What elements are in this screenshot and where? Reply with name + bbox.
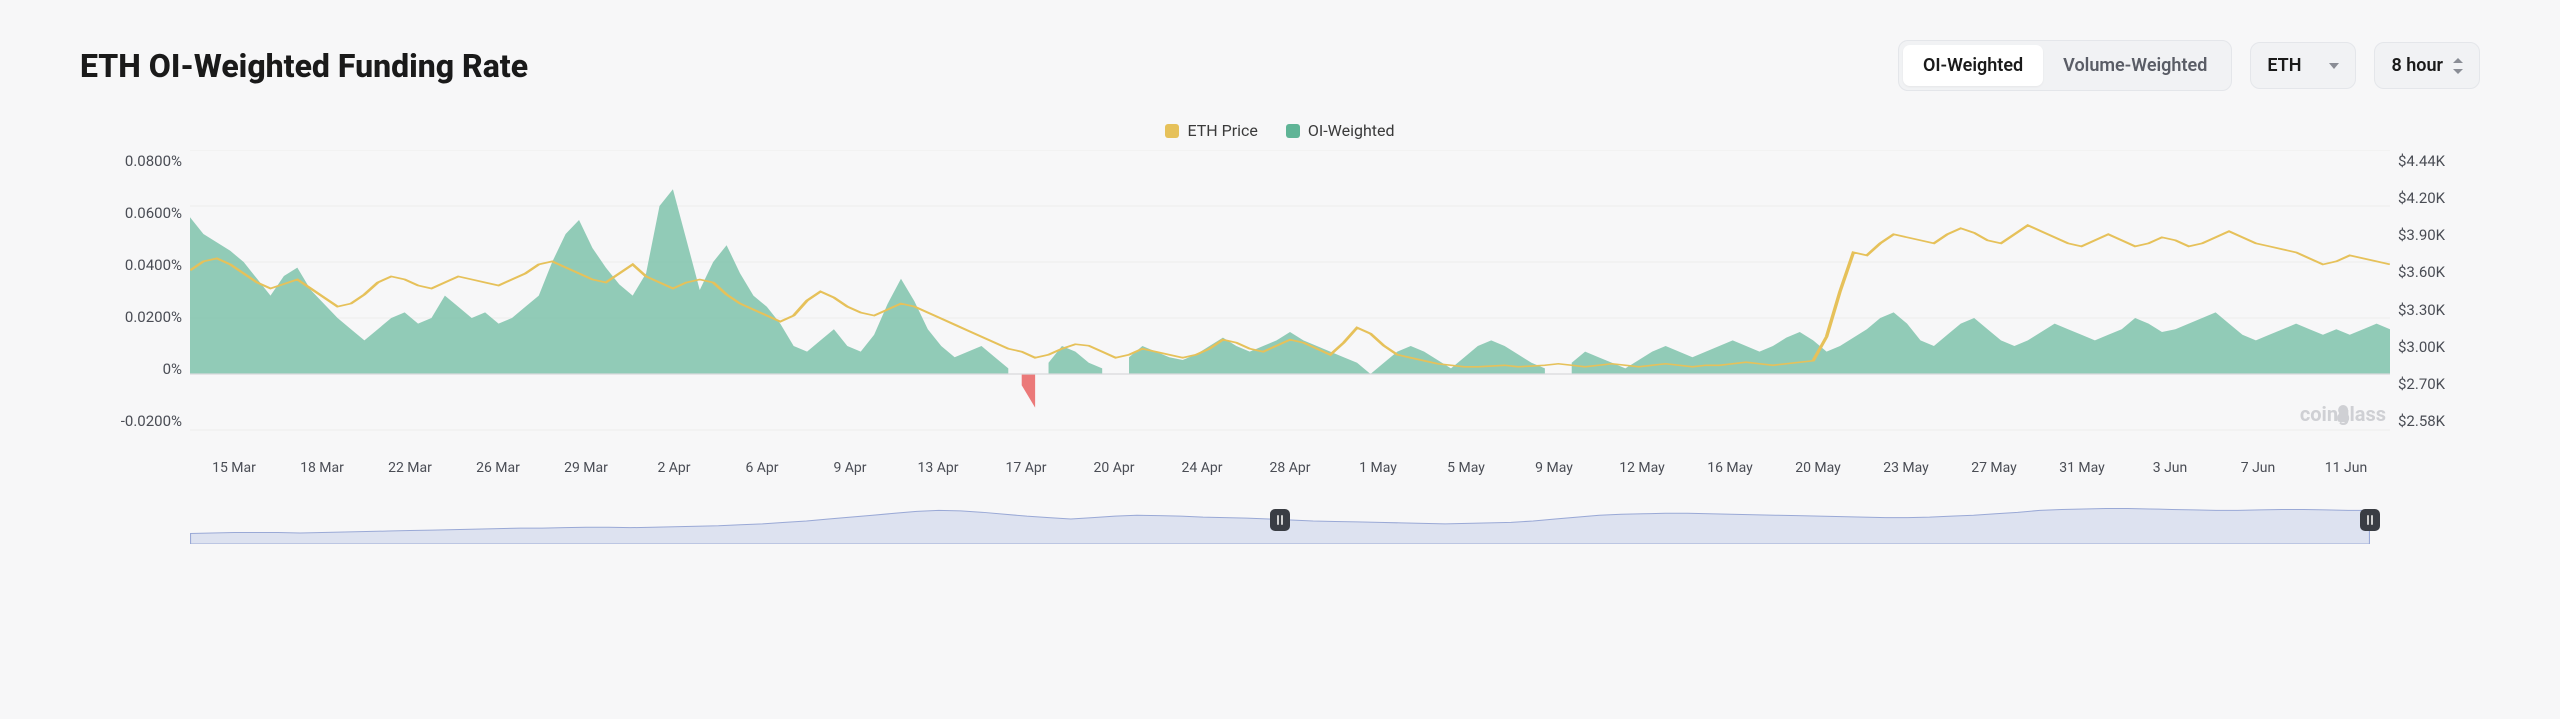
chart-plot[interactable]: coinglass bbox=[190, 150, 2390, 460]
y-axis-right: $4.44K$4.20K$3.90K$3.60K$3.30K$3.00K$2.7… bbox=[2390, 150, 2480, 460]
symbol-dropdown[interactable]: ETH bbox=[2250, 42, 2356, 89]
legend-item-price[interactable]: ETH Price bbox=[1165, 121, 1257, 140]
legend: ETH Price OI-Weighted bbox=[80, 121, 2480, 140]
y-axis-left: 0.0800%0.0600%0.0400%0.0200%0%-0.0200% bbox=[80, 150, 190, 460]
controls: OI-Weighted Volume-Weighted ETH 8 hour bbox=[1898, 40, 2480, 91]
legend-swatch bbox=[1286, 124, 1300, 138]
main-chart[interactable]: 0.0800%0.0600%0.0400%0.0200%0%-0.0200% c… bbox=[80, 150, 2480, 460]
legend-item-oi[interactable]: OI-Weighted bbox=[1286, 121, 1395, 140]
range-navigator[interactable] bbox=[190, 496, 2370, 544]
weighting-toggle: OI-Weighted Volume-Weighted bbox=[1898, 40, 2232, 91]
interval-dropdown[interactable]: 8 hour bbox=[2374, 42, 2480, 89]
legend-swatch bbox=[1165, 124, 1179, 138]
legend-label: ETH Price bbox=[1187, 121, 1257, 140]
legend-label: OI-Weighted bbox=[1308, 121, 1395, 140]
x-axis: 15 Mar18 Mar22 Mar26 Mar29 Mar2 Apr6 Apr… bbox=[190, 460, 2390, 476]
navigator-handle[interactable] bbox=[1270, 509, 1290, 531]
navigator-handle[interactable] bbox=[2360, 509, 2380, 531]
symbol-value: ETH bbox=[2267, 55, 2301, 76]
chevron-down-icon bbox=[2329, 63, 2339, 69]
toggle-oi-weighted[interactable]: OI-Weighted bbox=[1903, 45, 2043, 86]
toggle-volume-weighted[interactable]: Volume-Weighted bbox=[2043, 45, 2227, 86]
interval-value: 8 hour bbox=[2391, 55, 2443, 76]
up-down-icon bbox=[2453, 58, 2463, 74]
page-title: ETH OI-Weighted Funding Rate bbox=[80, 47, 528, 85]
